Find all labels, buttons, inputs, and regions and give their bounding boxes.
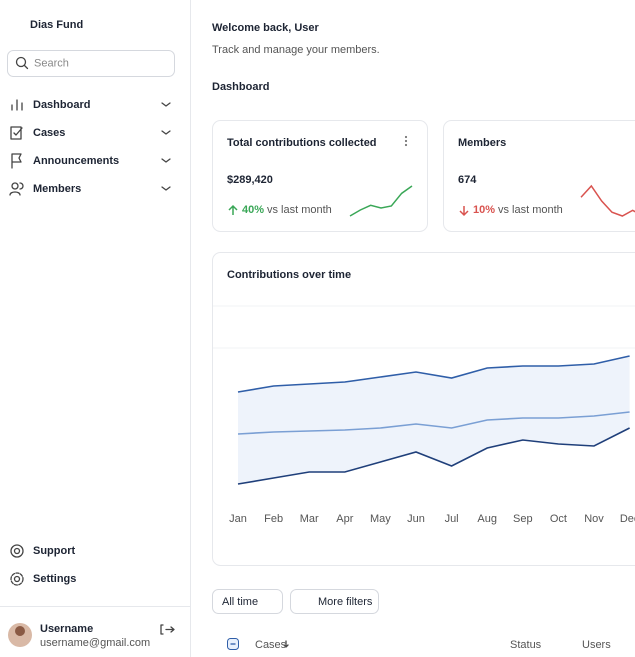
chevron — [161, 130, 171, 135]
card-change: 10% — [473, 204, 495, 216]
trend-arrow — [459, 206, 469, 217]
x-tick-label: Sep — [513, 513, 533, 525]
sparkline — [580, 184, 635, 217]
trend-arrow — [228, 204, 238, 215]
card-change: 40% — [242, 204, 264, 216]
series-line — [237, 411, 630, 435]
stat-card — [212, 120, 428, 232]
nav-item[interactable] — [4, 93, 186, 117]
user-name: Username — [40, 623, 93, 635]
nav-label: Members — [33, 183, 81, 195]
nav-label: Announcements — [33, 155, 119, 167]
nav-label: Support — [33, 545, 75, 557]
chart-title: Contributions over time — [227, 269, 351, 281]
menu-dot — [404, 139, 408, 143]
chevron — [161, 186, 171, 191]
x-tick-label: Apr — [336, 513, 353, 525]
menu-dot — [404, 143, 408, 147]
card-title: Total contributions collected — [227, 137, 377, 149]
card-value: $289,420 — [227, 174, 273, 186]
search-box[interactable] — [7, 50, 175, 77]
x-tick-label: May — [370, 513, 391, 525]
card-change-note: vs last month — [498, 204, 563, 216]
card-change-note: vs last month — [267, 204, 332, 216]
series-line — [237, 355, 630, 393]
search-icon — [15, 56, 27, 68]
nav-label: Settings — [33, 573, 76, 585]
chevron — [161, 158, 171, 163]
filter-label: All time — [222, 596, 258, 608]
x-tick-label: Nov — [584, 513, 604, 525]
column-header: Users — [582, 639, 611, 651]
section-title: Dashboard — [212, 81, 269, 93]
x-tick-label: Oct — [550, 513, 567, 525]
page-subtitle: Track and manage your members. — [212, 44, 380, 56]
nav-item[interactable] — [4, 121, 186, 145]
nav-icons — [9, 99, 175, 635]
user-email: username@gmail.com — [40, 637, 150, 649]
x-tick-label: Jun — [407, 513, 425, 525]
x-tick-label: Jul — [445, 513, 459, 525]
avatar — [15, 626, 25, 636]
card-title: Members — [458, 137, 506, 149]
search-icon — [23, 64, 29, 70]
nav-label: Cases — [33, 127, 65, 139]
x-tick-label: Jan — [229, 513, 247, 525]
nav-label: Dashboard — [33, 99, 90, 111]
card-value: 674 — [458, 174, 477, 186]
x-tick-label: Mar — [300, 513, 319, 525]
page-title: Welcome back, User — [212, 22, 320, 34]
stat-card — [443, 120, 635, 232]
series-line — [237, 427, 630, 485]
filter-button[interactable] — [290, 589, 379, 614]
column-header: Cases — [255, 639, 287, 651]
band-fill — [238, 356, 630, 484]
x-tick-label: Feb — [264, 513, 283, 525]
menu-dot — [404, 135, 408, 139]
sparkline — [349, 185, 413, 217]
x-tick-label: Dec — [620, 513, 635, 525]
nav-item[interactable] — [4, 177, 186, 201]
filter-label: More filters — [318, 596, 373, 608]
brand: Dias Fund — [30, 19, 83, 31]
chevron — [161, 102, 171, 107]
search-placeholder: Search — [34, 57, 69, 69]
column-header: Status — [510, 639, 542, 651]
x-tick-label: Aug — [477, 513, 497, 525]
divider — [0, 606, 190, 607]
filter-button[interactable] — [212, 589, 283, 614]
